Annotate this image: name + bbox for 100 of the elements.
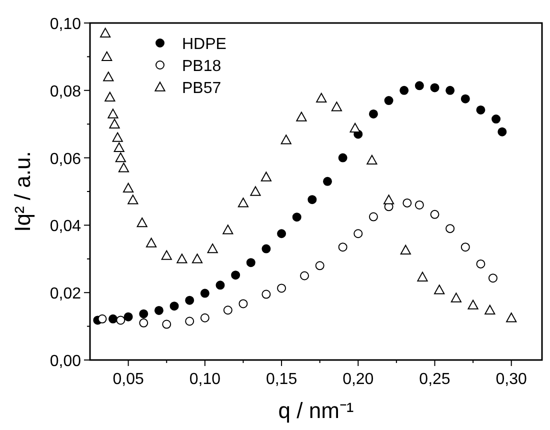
point: [162, 320, 172, 329]
point: [468, 300, 478, 310]
point: [185, 296, 194, 305]
point: [123, 182, 134, 192]
point: [498, 127, 507, 136]
point: [368, 109, 378, 118]
point: [488, 274, 498, 283]
point: [238, 299, 248, 308]
point: [354, 229, 363, 238]
point: [262, 244, 271, 254]
point: [104, 92, 116, 102]
point: [102, 51, 112, 62]
point: [430, 83, 440, 92]
point: [430, 210, 440, 219]
point: [492, 114, 501, 124]
point: [300, 271, 310, 280]
point: [460, 94, 470, 104]
point: [176, 254, 188, 264]
point: [414, 200, 424, 210]
point: [185, 316, 194, 326]
y-tick-label: 0,02: [50, 286, 82, 303]
point: [136, 218, 148, 228]
y-axis-title: Iq² / a.u.: [10, 151, 35, 232]
legend-label: PB18: [182, 58, 222, 75]
point: [115, 152, 126, 162]
point: [231, 270, 240, 280]
x-tick-label: 0,20: [342, 371, 374, 388]
point: [331, 102, 342, 112]
point: [192, 254, 203, 264]
point: [250, 186, 261, 196]
point: [460, 242, 470, 252]
point: [170, 302, 179, 311]
point: [434, 284, 445, 294]
point: [402, 198, 412, 208]
point: [118, 162, 130, 172]
point: [384, 96, 394, 106]
point: [316, 92, 327, 102]
point: [154, 306, 164, 315]
y-tick-label: 0,04: [50, 218, 82, 236]
x-tick-label: 0,10: [189, 371, 221, 388]
point: [260, 172, 272, 182]
x-tick-label: 0,05: [112, 371, 144, 388]
point: [112, 132, 123, 142]
point: [238, 198, 249, 208]
point: [446, 86, 455, 95]
y-tick-label: 0,00: [50, 353, 82, 370]
point: [100, 28, 111, 38]
point: [366, 154, 378, 164]
point: [322, 176, 332, 186]
point: [246, 258, 256, 268]
point: [262, 290, 271, 299]
point: [109, 118, 120, 128]
point: [484, 304, 496, 314]
point: [114, 142, 124, 152]
point: [315, 261, 324, 270]
legend-label: PB57: [182, 80, 222, 97]
point: [139, 309, 148, 318]
y-tick-label: 0,10: [50, 16, 82, 33]
point: [450, 292, 462, 302]
y-tick-label: 0,06: [50, 150, 82, 168]
point: [308, 195, 317, 204]
point: [338, 153, 348, 162]
point: [116, 316, 126, 325]
point: [506, 312, 517, 322]
point: [223, 306, 232, 315]
point: [161, 250, 172, 260]
point: [108, 108, 118, 118]
point: [98, 314, 107, 324]
point: [207, 243, 218, 254]
point: [146, 238, 157, 248]
point: [124, 312, 133, 322]
x-axis-title: q / nm⁻¹: [278, 398, 354, 423]
point: [277, 284, 286, 293]
point: [108, 314, 118, 324]
point: [350, 122, 360, 132]
y-tick-label: 0,08: [50, 83, 82, 100]
point: [368, 212, 378, 222]
point: [292, 212, 302, 222]
point: [476, 105, 486, 114]
point: [400, 244, 411, 254]
point: [296, 112, 307, 122]
point: [338, 242, 348, 252]
point: [383, 194, 394, 204]
x-tick-label: 0,25: [419, 371, 450, 388]
point: [417, 272, 428, 282]
point: [277, 229, 286, 238]
point: [280, 134, 292, 144]
point: [222, 224, 234, 234]
point: [400, 86, 409, 95]
point: [200, 288, 210, 298]
point: [200, 313, 210, 322]
point: [216, 280, 225, 290]
x-tick-label: 0,15: [266, 371, 298, 388]
legend-label: HDPE: [182, 36, 226, 53]
point: [128, 194, 138, 204]
point: [139, 318, 148, 328]
x-tick-label: 0,30: [496, 371, 528, 388]
point: [446, 224, 455, 234]
point: [476, 259, 486, 268]
point: [414, 81, 424, 90]
